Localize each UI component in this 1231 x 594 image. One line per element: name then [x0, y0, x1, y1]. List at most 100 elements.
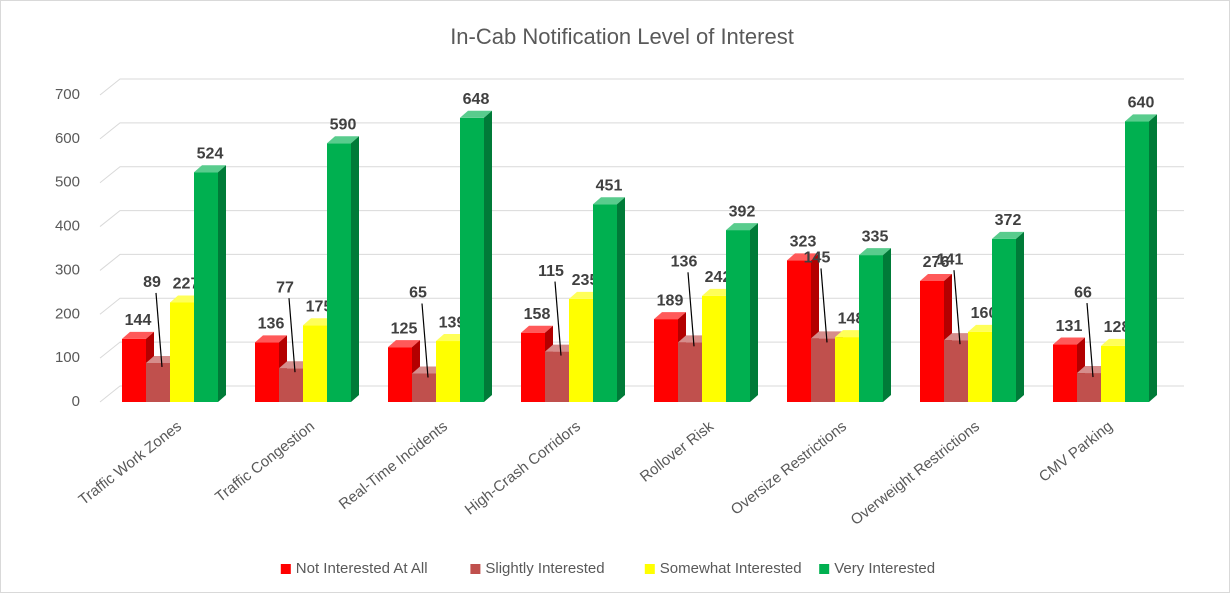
bar-top: [521, 325, 553, 333]
grid-line: [99, 122, 1184, 140]
bar-front: [388, 347, 412, 402]
bar-side: [883, 248, 891, 402]
bar-top: [388, 340, 420, 348]
data-label: 144: [125, 312, 152, 329]
data-label: 335: [862, 228, 889, 245]
bar: [327, 136, 359, 402]
bar-front: [944, 340, 968, 402]
data-label: 89: [143, 274, 161, 291]
bar-front: [1125, 121, 1149, 403]
bar-front: [146, 362, 170, 402]
y-tick-label: 500: [55, 174, 80, 191]
bar-side: [617, 197, 625, 402]
data-label: 148: [838, 310, 865, 327]
leader-line: [687, 272, 695, 347]
bar: [992, 231, 1024, 402]
y-tick-label: 600: [55, 130, 80, 147]
data-label: 139: [439, 314, 466, 331]
bar: [593, 197, 625, 402]
bar-front: [255, 342, 279, 402]
bar-top: [194, 165, 226, 173]
bar: [1125, 114, 1157, 403]
data-label: 590: [330, 116, 357, 133]
bar-front: [702, 295, 726, 402]
y-tick-label: 200: [55, 305, 80, 322]
bar-front: [654, 319, 678, 402]
bar-front: [678, 342, 702, 402]
y-tick-label: 400: [55, 218, 80, 235]
data-label: 189: [657, 292, 684, 309]
legend-label: Slightly Interested: [485, 560, 604, 577]
y-tick-label: 100: [55, 349, 80, 366]
data-label: 227: [173, 276, 200, 293]
legend: Not Interested At All Slightly Interested…: [280, 560, 935, 577]
legend-label: Somewhat Interested: [660, 560, 802, 577]
legend-swatch: [470, 564, 481, 574]
leader-line: [421, 303, 429, 378]
data-label: 372: [995, 212, 1022, 229]
data-label: 524: [197, 145, 224, 162]
bar-front: [1053, 344, 1077, 402]
data-label: 128: [1104, 319, 1131, 336]
bar-front: [279, 368, 303, 402]
data-label: 451: [596, 177, 623, 194]
grid-line: [99, 78, 1184, 96]
bar-front: [122, 338, 146, 402]
data-label: 77: [276, 279, 294, 296]
data-label: 323: [790, 234, 817, 251]
data-label: 175: [306, 298, 333, 315]
bar-side: [351, 136, 359, 402]
bar-top: [593, 197, 625, 205]
data-label: 242: [705, 269, 732, 286]
bar-side: [484, 110, 492, 402]
grid-line: [99, 253, 1184, 271]
bar-front: [593, 204, 617, 402]
bar-top: [859, 248, 891, 256]
data-label: 66: [1074, 284, 1092, 301]
leader-line: [288, 298, 296, 373]
data-label: 145: [804, 250, 831, 267]
leader-line: [953, 270, 961, 345]
bar-front: [194, 172, 218, 402]
data-label: 648: [463, 91, 490, 108]
bar-front: [968, 331, 992, 402]
grid-line: [99, 297, 1184, 315]
legend-swatch: [280, 564, 291, 574]
bar-side: [1016, 231, 1024, 402]
leader-line: [820, 268, 828, 343]
data-label: 392: [729, 203, 756, 220]
data-label: 131: [1056, 318, 1083, 335]
bar-front: [327, 143, 351, 402]
bar-front: [303, 325, 327, 402]
bar-top: [122, 331, 154, 339]
bar-top: [920, 273, 952, 281]
bar-front: [835, 337, 859, 402]
data-label: 235: [572, 272, 599, 289]
bar: [460, 110, 492, 402]
bar-side: [218, 165, 226, 402]
bar-front: [787, 260, 811, 402]
data-label: 115: [538, 263, 564, 280]
bar-side: [750, 223, 758, 402]
bar-top: [1053, 337, 1085, 345]
bar-front: [545, 351, 569, 402]
bar: [726, 223, 758, 402]
bar-front: [992, 238, 1016, 402]
bar: [194, 165, 226, 402]
bar-front: [811, 338, 835, 402]
grid-line: [99, 210, 1184, 227]
bar-front: [569, 298, 593, 402]
bar-front: [436, 341, 460, 402]
data-label: 125: [391, 320, 418, 337]
leader-line: [554, 281, 562, 356]
data-label: 65: [409, 285, 427, 302]
y-tick-label: 300: [55, 261, 80, 278]
bar-top: [255, 335, 287, 343]
chart-title: In-Cab Notification Level of Interest: [450, 24, 794, 49]
grid-line: [99, 166, 1184, 184]
bar-front: [460, 117, 484, 402]
bar-front: [412, 373, 436, 402]
leader-line: [1086, 303, 1094, 378]
bar-front: [920, 280, 944, 402]
